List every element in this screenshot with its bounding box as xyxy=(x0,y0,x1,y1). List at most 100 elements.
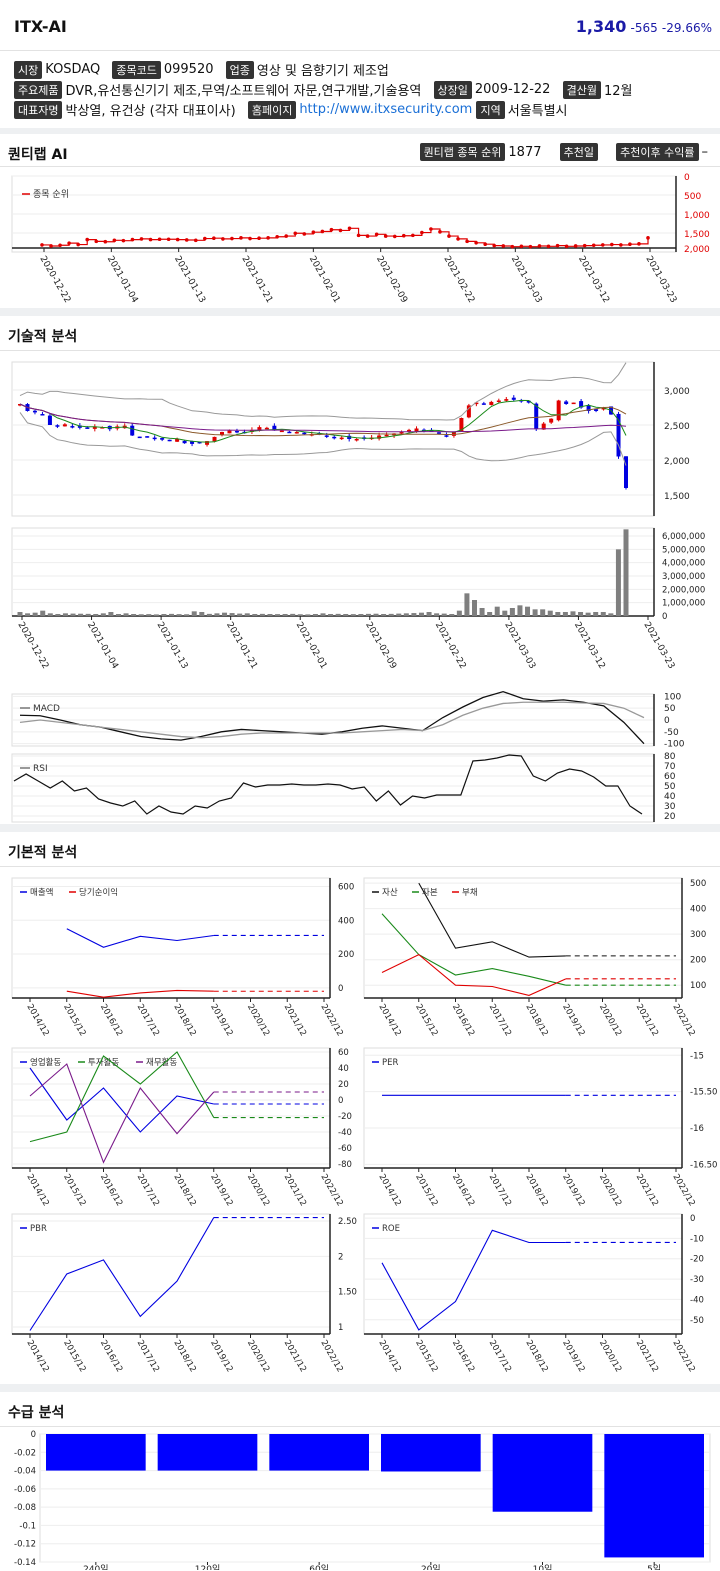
rank-x-label: 2021-03-12 xyxy=(576,255,611,305)
rank-point xyxy=(157,237,162,242)
fund-x-label: 2021/12 xyxy=(282,1173,308,1209)
fund-x-label: 2017/12 xyxy=(487,1003,513,1039)
volume-bar xyxy=(426,612,432,616)
candle-body xyxy=(466,405,471,418)
rank-point xyxy=(248,236,252,241)
tech-x-label: 2021-03-03 xyxy=(502,621,537,671)
rank-point xyxy=(474,240,478,245)
rank-point xyxy=(67,241,71,245)
fund-x-label: 2022/12 xyxy=(670,1003,696,1039)
rank-point xyxy=(130,237,135,242)
fund-legend-label: 자본 xyxy=(422,888,438,898)
volume-bar xyxy=(585,612,591,616)
candle-body xyxy=(377,435,382,439)
fund-legend-label: 매출액 xyxy=(30,887,53,898)
rank-point xyxy=(519,244,524,249)
volume-bar xyxy=(70,613,76,616)
supply-y-tick: -0.08 xyxy=(14,1503,36,1513)
price-y-tick: 3,000 xyxy=(664,387,690,397)
candle-body xyxy=(459,418,464,432)
fund-panel-6 xyxy=(363,1213,683,1335)
fund-x-label: 2018/12 xyxy=(171,1339,197,1375)
ceo-value: 박상열, 유건상 (각자 대표이사) xyxy=(65,104,236,119)
candle-body xyxy=(571,402,576,405)
volume-bar xyxy=(335,613,341,616)
volume-y-tick: 6,000,000 xyxy=(662,532,705,542)
stock-name: ITX-AI xyxy=(14,17,67,36)
rank-point xyxy=(546,244,551,249)
supply-y-tick: 0 xyxy=(31,1430,36,1440)
supply-bar xyxy=(381,1434,481,1472)
ma5-line xyxy=(19,399,627,443)
supply-y-tick: -0.1 xyxy=(19,1521,36,1531)
rsi-y-tick: 60 xyxy=(664,772,676,782)
rank-point xyxy=(528,244,533,249)
fund-x-label: 2022/12 xyxy=(670,1339,696,1375)
price-y-tick: 2,500 xyxy=(664,422,690,432)
rank-point xyxy=(610,242,614,247)
fund-y-tick: -20 xyxy=(338,1112,352,1122)
candle-body xyxy=(220,432,224,435)
volume-bar xyxy=(358,614,364,616)
rank-point xyxy=(564,244,569,249)
rank-y-tick: 1,000 xyxy=(684,211,710,221)
fund-y-tick: -80 xyxy=(338,1160,352,1170)
volume-bar xyxy=(32,612,38,616)
volume-bar xyxy=(252,614,258,616)
tech-x-label: 2020-12-22 xyxy=(15,621,50,671)
candle-body xyxy=(436,432,441,434)
rsi-y-tick: 80 xyxy=(664,752,676,762)
rank-point xyxy=(76,242,80,247)
supply-y-tick: -0.04 xyxy=(14,1467,36,1477)
tech-x-label: 2021-01-21 xyxy=(224,621,259,671)
rsi-line xyxy=(13,754,643,815)
candle-body xyxy=(197,441,202,444)
rank-point xyxy=(401,233,406,238)
supply-y-tick: -0.02 xyxy=(14,1448,36,1458)
rank-point xyxy=(40,243,44,247)
rank-chart: 0 500 1,000 1,500 2,000 종목 순위 2020-12-22 2021-0… xyxy=(11,173,710,305)
fund-x-label: 2020/12 xyxy=(245,1339,271,1375)
rank-point xyxy=(284,234,289,238)
volume-bar xyxy=(350,614,356,616)
candle-body xyxy=(504,399,509,401)
volume-bar xyxy=(373,613,379,616)
fund-x-label: 2016/12 xyxy=(450,1339,476,1375)
fund-x-label: 2020/12 xyxy=(245,1003,271,1039)
candle-body xyxy=(145,436,150,438)
rank-point xyxy=(121,238,126,243)
candle-body xyxy=(601,407,606,410)
volume-bar xyxy=(509,608,515,616)
rank-tag: 퀀티랩 종목 순위 xyxy=(419,143,506,161)
fund-x-label: 2020/12 xyxy=(597,1173,623,1209)
candle-body xyxy=(534,403,539,429)
volume-bar xyxy=(532,609,538,616)
fund-legend-label: PER xyxy=(382,1058,398,1068)
homepage-link[interactable]: http://www.itxsecurity.com xyxy=(299,102,473,117)
macd-y-tick: -100 xyxy=(664,740,685,750)
candle-body xyxy=(182,440,187,444)
fund-x-label: 2018/12 xyxy=(523,1003,549,1039)
volume-bar xyxy=(547,610,553,616)
fund-x-label: 2022/12 xyxy=(318,1003,344,1039)
tech-x-label: 2021-02-01 xyxy=(294,621,329,671)
rank-point xyxy=(537,244,542,248)
volume-bar xyxy=(153,614,159,616)
volume-bar xyxy=(17,612,23,616)
fiscal-value: 12월 xyxy=(603,84,633,99)
rank-point xyxy=(347,226,352,231)
fund-x-label: 2014/12 xyxy=(24,1173,50,1209)
volume-bar xyxy=(222,612,228,616)
fund-y-tick: 20 xyxy=(338,1080,349,1090)
volume-bar xyxy=(214,613,220,616)
candle-body xyxy=(167,439,172,442)
fund-x-label: 2021/12 xyxy=(634,1173,660,1209)
candle-body xyxy=(55,425,60,427)
fund-y-tick: 1 xyxy=(338,1323,343,1333)
rank-point xyxy=(175,237,180,242)
volume-bar xyxy=(570,611,576,616)
tech-x-label: 2021-01-13 xyxy=(155,621,190,671)
rank-point xyxy=(492,243,497,248)
market-tag: 시장 xyxy=(14,60,43,79)
supply-x-label: 20일 xyxy=(421,1564,441,1570)
